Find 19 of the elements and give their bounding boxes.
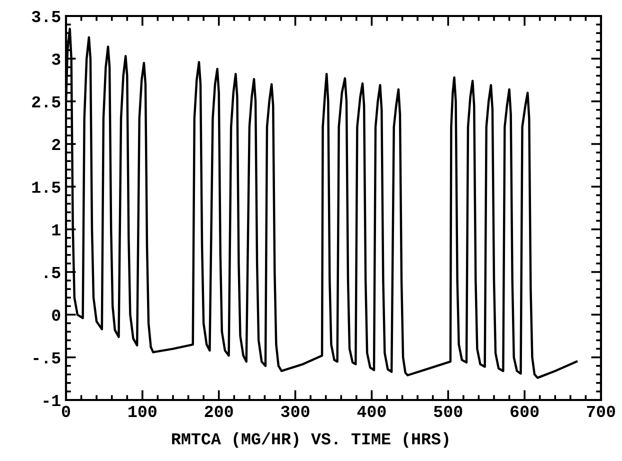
y-tick-label: 1 <box>52 224 60 236</box>
x-tick-label: 300 <box>281 406 310 418</box>
x-tick-label: 100 <box>128 406 156 418</box>
y-tick-label: .5 <box>44 267 60 278</box>
y-tick-label: 3.5 <box>32 10 60 22</box>
y-tick-label: 2.5 <box>32 96 60 108</box>
x-tick-label: 0 <box>62 406 70 418</box>
y-tick-label: -.5 <box>34 352 60 364</box>
y-tick-label: -1 <box>44 395 60 406</box>
x-tick-label: 200 <box>204 406 233 418</box>
text: RMTCA (MG/HR) VS. TIME (HRS) <box>172 432 448 448</box>
x-tick-label: 600 <box>510 406 539 418</box>
x-tick-label: 400 <box>357 406 386 418</box>
y-tick-label: 2 <box>52 138 60 150</box>
y-tick-label: 0 <box>52 310 60 321</box>
y-tick-label: 1.5 <box>32 182 60 193</box>
x-tick-label: 500 <box>434 406 462 418</box>
y-tick-label: 3 <box>52 54 60 65</box>
x-tick-label: 700 <box>587 406 616 418</box>
